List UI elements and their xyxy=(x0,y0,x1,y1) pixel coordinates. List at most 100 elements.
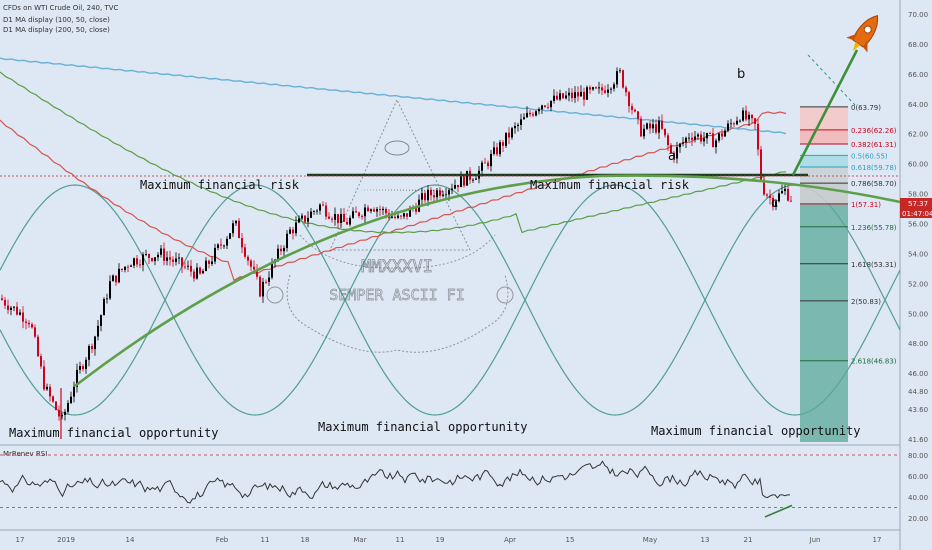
fibonacci-extension: 0(63.79) 0.236(62.26) 0.382(61.31) 0.5(60.5… xyxy=(800,54,897,442)
candle-body xyxy=(781,191,783,194)
rocket-window xyxy=(863,25,872,34)
time-axis: 17 2019 14 Feb 11 18 Mar 11 19 Apr 15 May 13 21 Jun 17 xyxy=(16,536,882,544)
fib-level-label-4: 0.618(59.78) xyxy=(851,164,897,172)
seal-right-icon xyxy=(496,286,514,304)
time-tick-0: 17 xyxy=(16,536,25,544)
candle-body xyxy=(4,299,6,306)
candle-body xyxy=(574,92,576,98)
candle-body xyxy=(25,321,27,323)
candle-body xyxy=(7,305,9,310)
time-tick-14: Jun xyxy=(809,536,821,544)
time-tick-12: 13 xyxy=(701,536,710,544)
rsi-divergence-line xyxy=(764,504,793,518)
candle-body xyxy=(415,208,417,212)
rsi-pane: MrRenev RSI 80.00 60.00 40.00 20.00 xyxy=(0,450,928,523)
candle-body xyxy=(130,265,132,267)
price-tick-9: 52.00 xyxy=(908,280,928,288)
candle-body xyxy=(316,210,318,212)
price-axis: 70.00 68.00 66.00 64.00 62.00 60.00 58.00 56.00… xyxy=(900,11,932,444)
candle-body xyxy=(253,266,255,270)
candle-body xyxy=(712,133,714,148)
candle-body xyxy=(718,133,720,141)
candle-body xyxy=(118,268,120,283)
candle-body xyxy=(205,260,207,272)
candle-body xyxy=(571,92,573,98)
candle-body xyxy=(67,403,69,412)
candle-body xyxy=(304,215,306,222)
candle-body xyxy=(271,262,273,278)
candle-body xyxy=(556,95,558,100)
price-tick-5: 60.00 xyxy=(908,161,928,169)
candle-body xyxy=(721,133,723,137)
candle-body xyxy=(106,298,108,300)
candle-body xyxy=(148,254,150,259)
candle-body xyxy=(463,175,465,186)
candle-body xyxy=(592,87,594,90)
candle-body xyxy=(451,188,453,190)
time-tick-7: 11 xyxy=(396,536,405,544)
candle-body xyxy=(544,105,546,107)
candle-body xyxy=(673,152,675,159)
candle-body xyxy=(703,138,705,142)
candle-body xyxy=(772,197,774,207)
candle-body xyxy=(442,194,444,196)
last-price-value: 57.37 xyxy=(908,200,928,208)
fib-band-5 xyxy=(800,183,848,204)
candle-body xyxy=(676,147,678,159)
candle-body xyxy=(403,213,405,217)
candle-body xyxy=(91,346,93,350)
fib-band-0 xyxy=(800,106,848,130)
candle-body xyxy=(367,207,369,212)
price-tick-8: 54.00 xyxy=(908,250,928,258)
candle-body xyxy=(754,118,756,124)
candle-body xyxy=(52,396,54,402)
candle-body xyxy=(535,111,537,116)
candle-body xyxy=(190,265,192,272)
candle-body xyxy=(679,143,681,148)
price-tick-12: 46.00 xyxy=(908,370,928,378)
candle-body xyxy=(715,140,717,148)
candle-body xyxy=(112,275,114,282)
candle-body xyxy=(34,327,36,337)
time-tick-1: 2019 xyxy=(57,536,75,544)
candle-body xyxy=(643,128,645,137)
candle-body xyxy=(55,401,57,411)
cycle-wave-1 xyxy=(0,184,901,416)
candle-body xyxy=(454,184,456,189)
candle-body xyxy=(700,134,702,142)
candle-body xyxy=(283,248,285,252)
candle-body xyxy=(172,259,174,262)
candle-body xyxy=(445,194,447,196)
candle-body xyxy=(145,254,147,255)
candle-body xyxy=(124,266,126,270)
candle-body xyxy=(526,112,528,118)
candle-body xyxy=(166,257,168,261)
rocket-flame xyxy=(852,41,861,51)
rsi-tick-3: 20.00 xyxy=(908,515,928,523)
candle-body xyxy=(268,277,270,282)
candle-body xyxy=(685,137,687,143)
candle-body xyxy=(127,266,129,268)
candle-body xyxy=(169,257,171,260)
candle-body xyxy=(406,213,408,217)
countdown-tag xyxy=(900,208,932,219)
candle-body xyxy=(241,238,243,248)
candle-body xyxy=(550,100,552,108)
indicator-legend-1: D1 MA display (200, 50, close) xyxy=(3,26,110,34)
candle-body xyxy=(331,218,333,220)
candle-body xyxy=(250,260,252,267)
opportunity-label-mid: Maximum financial opportunity xyxy=(318,420,528,434)
candle-body xyxy=(760,149,762,180)
candle-body xyxy=(364,207,366,217)
candle-body xyxy=(565,95,567,99)
candle-body xyxy=(97,325,99,337)
risk-label-right: Maximum financial risk xyxy=(530,178,690,192)
candle-body xyxy=(640,118,642,137)
candle-body xyxy=(763,179,765,195)
candle-body xyxy=(769,195,771,198)
candle-body xyxy=(157,254,159,258)
candle-body xyxy=(547,106,549,108)
moving-average-lines xyxy=(0,57,787,282)
